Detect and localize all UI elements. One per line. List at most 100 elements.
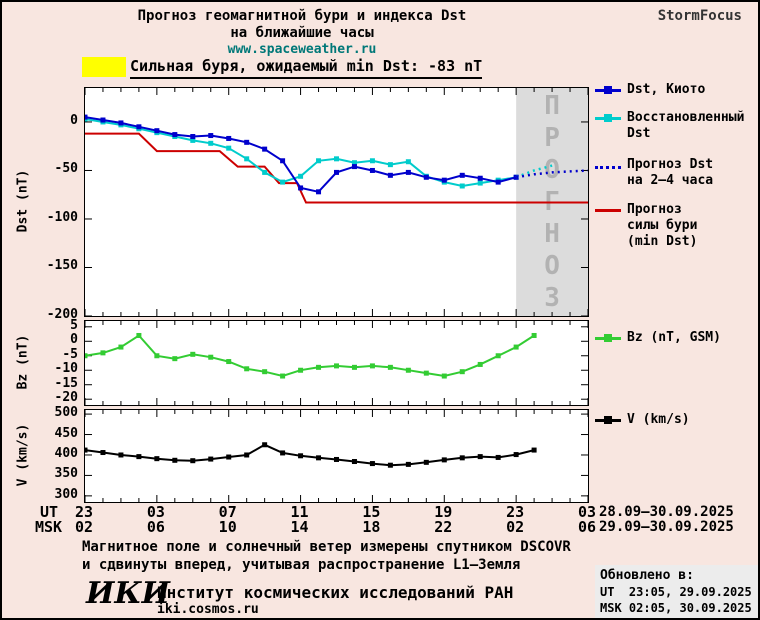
- series-marker: [154, 456, 160, 462]
- series-line: [85, 132, 588, 204]
- y-tick-label: -20: [54, 390, 78, 406]
- series-marker: [387, 162, 393, 168]
- series-marker: [226, 454, 232, 460]
- series-marker: [226, 145, 232, 151]
- series-marker: [172, 356, 178, 362]
- x-tick-ut: 15: [362, 503, 381, 521]
- forecast-region-letter: О: [544, 155, 560, 185]
- series-marker: [118, 344, 124, 350]
- series-marker: [226, 135, 232, 141]
- msk-axis-label: MSK: [35, 518, 63, 536]
- bz-axis-title: Bz (nT): [15, 334, 31, 390]
- x-tick-msk: 02: [74, 518, 94, 536]
- series-marker: [513, 344, 519, 350]
- series-marker: [387, 462, 393, 468]
- series-marker: [136, 332, 142, 338]
- series-marker: [298, 453, 304, 459]
- series-marker: [136, 454, 142, 460]
- series-marker: [531, 447, 537, 453]
- dst-kyoto-swatch: [595, 86, 621, 96]
- series-marker: [387, 364, 393, 370]
- ut-axis-label: UT: [40, 503, 59, 521]
- series-marker: [334, 456, 339, 462]
- x-tick-ut: 23: [506, 503, 525, 521]
- series-marker: [405, 159, 411, 165]
- storm-alert-text: Сильная буря, ожидаемый min Dst: -83 nT: [130, 57, 483, 79]
- legend-forecast-dst: Прогноз Dst на 2—4 часа: [595, 157, 713, 189]
- forecast-region-letter: П: [544, 91, 560, 121]
- updated-ut: UT 23:05, 29.09.2025: [600, 585, 752, 599]
- forecast-region-letter: Р: [544, 123, 560, 153]
- dst-axis-title: Dst (nT): [15, 169, 31, 233]
- x-tick-ut: 03: [146, 503, 165, 521]
- x-tick-ut: 11: [290, 503, 309, 521]
- series-marker: [280, 373, 286, 379]
- x-tick-msk: 10: [218, 518, 237, 536]
- v-plot-svg: [85, 410, 588, 502]
- series-marker: [136, 124, 142, 130]
- series-marker: [351, 164, 357, 170]
- series-marker: [351, 364, 357, 370]
- series-marker: [208, 140, 214, 146]
- y-tick-label: 500: [54, 405, 78, 421]
- series-marker: [85, 114, 88, 120]
- series-marker: [298, 173, 304, 179]
- series-marker: [459, 369, 465, 375]
- series-marker: [334, 156, 339, 162]
- y-tick-label: 450: [54, 425, 78, 441]
- updated-box: Обновлено в: UT 23:05, 29.09.2025 MSK 02…: [595, 565, 758, 618]
- series-marker: [118, 452, 124, 458]
- storm-level-swatch: [82, 57, 126, 77]
- series-marker: [459, 172, 465, 178]
- series-marker: [85, 353, 88, 359]
- msk-date-range: 29.09–30.09.2025: [599, 519, 734, 535]
- series-marker: [262, 169, 268, 175]
- y-tick-label: -150: [46, 258, 78, 274]
- page-title-line2: на ближайшие часы: [230, 25, 374, 41]
- forecast-region-letter: З: [544, 283, 560, 313]
- series-marker: [495, 353, 501, 359]
- series-marker: [85, 447, 88, 453]
- series-marker: [316, 189, 322, 195]
- series-marker: [405, 367, 411, 373]
- series-line: [85, 116, 517, 193]
- legend-bz: Bz (nT, GSM): [595, 330, 721, 346]
- series-marker: [351, 459, 357, 465]
- series-marker: [477, 454, 483, 460]
- series-marker: [190, 137, 196, 143]
- x-tick-ut: 03: [577, 503, 597, 521]
- series-marker: [441, 373, 447, 379]
- ut-date-range: 28.09–30.09.2025: [599, 504, 734, 520]
- series-marker: [513, 452, 519, 458]
- series-marker: [280, 450, 286, 456]
- forecast-region-letter: О: [544, 251, 560, 281]
- series-marker: [405, 169, 411, 175]
- series-marker: [298, 367, 304, 373]
- y-tick-label: 0: [70, 332, 78, 348]
- forecast-storm-swatch: [595, 206, 621, 216]
- y-tick-label: -15: [54, 375, 78, 391]
- series-marker: [100, 450, 106, 456]
- series-marker: [316, 455, 322, 461]
- series-marker: [154, 128, 160, 134]
- y-tick-label: 400: [54, 445, 78, 461]
- forecast-dst-swatch: [595, 166, 621, 169]
- series-line: [515, 169, 588, 179]
- legend-v: V (km/s): [595, 412, 690, 428]
- caption-line2: и сдвинуты вперед, учитывая распростране…: [82, 557, 521, 573]
- series-marker: [423, 174, 429, 180]
- x-tick-ut: 23: [74, 503, 94, 521]
- bz-swatch: [595, 334, 621, 344]
- series-marker: [298, 185, 304, 191]
- x-tick-msk: 02: [506, 518, 525, 536]
- series-marker: [316, 158, 322, 164]
- y-tick-label: -50: [54, 161, 78, 177]
- series-marker: [262, 369, 268, 375]
- v-swatch: [595, 416, 621, 426]
- y-tick-label: -10: [54, 361, 78, 377]
- series-marker: [441, 457, 447, 463]
- series-marker: [351, 160, 357, 166]
